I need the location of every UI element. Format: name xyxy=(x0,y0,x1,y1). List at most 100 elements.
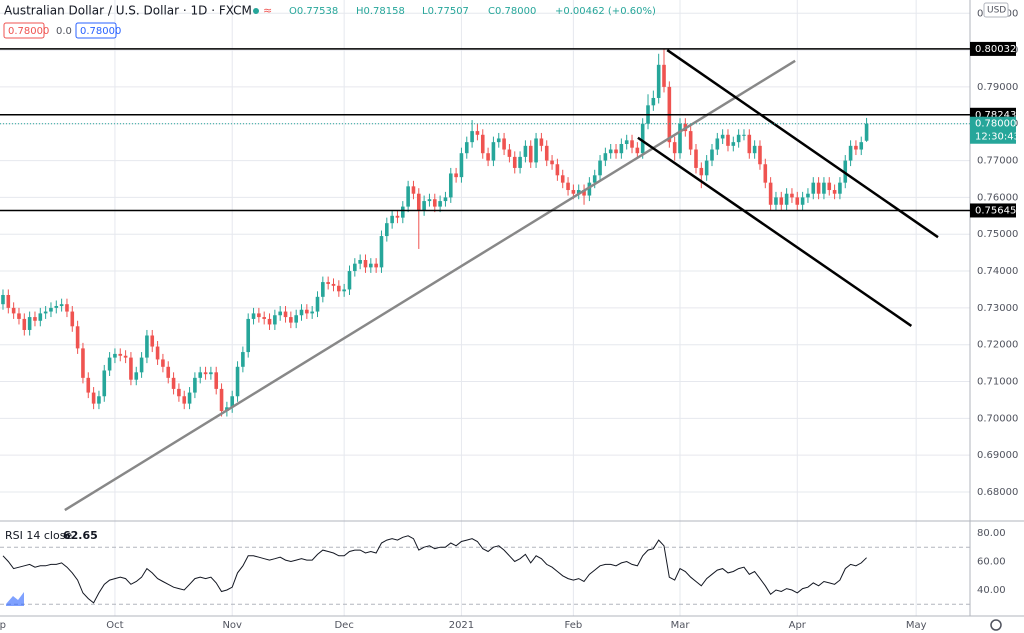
candle-body xyxy=(406,186,410,207)
chart-title: Australian Dollar / U.S. Dollar · 1D · F… xyxy=(4,4,252,18)
candle-body xyxy=(544,145,549,161)
x-tick-label: Mar xyxy=(671,620,691,631)
candle-body xyxy=(710,149,714,161)
candle-body xyxy=(59,304,64,307)
candle-body xyxy=(91,392,96,404)
candle-body xyxy=(662,64,666,87)
candles xyxy=(1,48,939,512)
candle-body xyxy=(353,263,357,272)
y-tick-label: 60.00 xyxy=(977,557,1006,568)
y-tick-label: 0.74000 xyxy=(977,266,1018,277)
candle-body xyxy=(326,282,330,284)
candle-body xyxy=(598,160,602,176)
price-box xyxy=(3,22,45,39)
candle-body xyxy=(65,304,69,312)
candle-body xyxy=(54,306,59,308)
candle-body xyxy=(854,145,858,150)
candle-body xyxy=(784,193,789,205)
candle-body xyxy=(214,372,219,389)
candle-body xyxy=(390,215,394,224)
candle-body xyxy=(491,142,496,161)
logo xyxy=(6,592,24,606)
candle-body xyxy=(289,317,293,323)
ohlc-value: O0.77538 xyxy=(289,6,338,17)
candle-body xyxy=(107,357,112,371)
candle-body xyxy=(273,315,277,325)
candle-body xyxy=(731,142,736,146)
candle-body xyxy=(635,147,640,154)
x-tick-label: Apr xyxy=(789,620,807,631)
candle-body xyxy=(358,260,362,264)
x-tick-label: Dec xyxy=(334,620,353,631)
y-tick-label: 0.68000 xyxy=(977,487,1018,498)
candle-body xyxy=(512,156,517,168)
candle-body xyxy=(209,372,213,375)
candle-body xyxy=(337,285,341,292)
candle-body xyxy=(438,201,442,207)
candle-body xyxy=(859,142,864,150)
last-price-label: 0.78000 xyxy=(975,119,1016,130)
candle-body xyxy=(459,153,464,178)
currency: USD xyxy=(987,6,1006,16)
candle-body xyxy=(566,182,570,191)
candle-body xyxy=(768,182,773,205)
candle-body xyxy=(11,307,16,314)
candle-body xyxy=(640,123,645,154)
candle-body xyxy=(672,142,677,154)
candle-body xyxy=(550,160,554,165)
candle-body xyxy=(608,149,613,154)
candle-body xyxy=(203,372,208,375)
candle-body xyxy=(379,236,384,268)
candle-body xyxy=(496,138,501,143)
candle-body xyxy=(331,283,336,286)
candle-body xyxy=(736,134,741,143)
candle-body xyxy=(560,175,565,183)
candle-body xyxy=(656,64,661,98)
y-tick-label: 0.79000 xyxy=(977,82,1018,93)
candle-body xyxy=(400,206,405,218)
candle-body xyxy=(480,134,485,154)
candle-body xyxy=(139,357,144,373)
candle-body xyxy=(742,134,746,136)
y-tick-label: 80.00 xyxy=(977,528,1006,539)
candle-body xyxy=(150,335,155,347)
candle-body xyxy=(86,377,91,393)
candle-body xyxy=(694,149,698,168)
candle-body xyxy=(475,131,480,135)
candle-body xyxy=(576,190,581,194)
candle-body xyxy=(464,142,469,154)
x-tick-label: May xyxy=(906,620,927,631)
candle-body xyxy=(278,311,282,316)
candle-body xyxy=(422,201,426,211)
candle-body xyxy=(321,282,325,297)
candle-body xyxy=(97,396,101,404)
price-tag-label: 0.75645 xyxy=(975,205,1016,216)
x-tick-label: Sep xyxy=(0,620,6,631)
trend-line xyxy=(666,49,939,239)
candle-body xyxy=(411,186,416,194)
candle-body xyxy=(310,311,314,314)
candle-body xyxy=(342,289,346,292)
candle-body xyxy=(448,173,453,198)
candle-body xyxy=(763,164,768,183)
candle-body xyxy=(507,149,512,157)
change-value: +0.00462 (+0.60%) xyxy=(555,6,656,17)
candle-body xyxy=(102,370,107,397)
candle-body xyxy=(27,317,32,330)
spread: 0.0 xyxy=(56,26,72,37)
x-tick-label: Oct xyxy=(106,620,123,631)
candle-body xyxy=(374,263,378,268)
price-tag xyxy=(970,41,1016,56)
candle-body xyxy=(715,138,720,150)
y-tick-label: 0.77000 xyxy=(977,156,1018,167)
candle-body xyxy=(123,355,128,358)
candle-body xyxy=(235,366,240,397)
candle-body xyxy=(592,175,597,183)
candle-body xyxy=(582,190,586,196)
y-tick-label: 0.70000 xyxy=(977,413,1018,424)
candle-body xyxy=(81,348,85,378)
price-box xyxy=(75,22,117,39)
status-dot xyxy=(253,8,259,14)
candle-body xyxy=(198,372,203,378)
